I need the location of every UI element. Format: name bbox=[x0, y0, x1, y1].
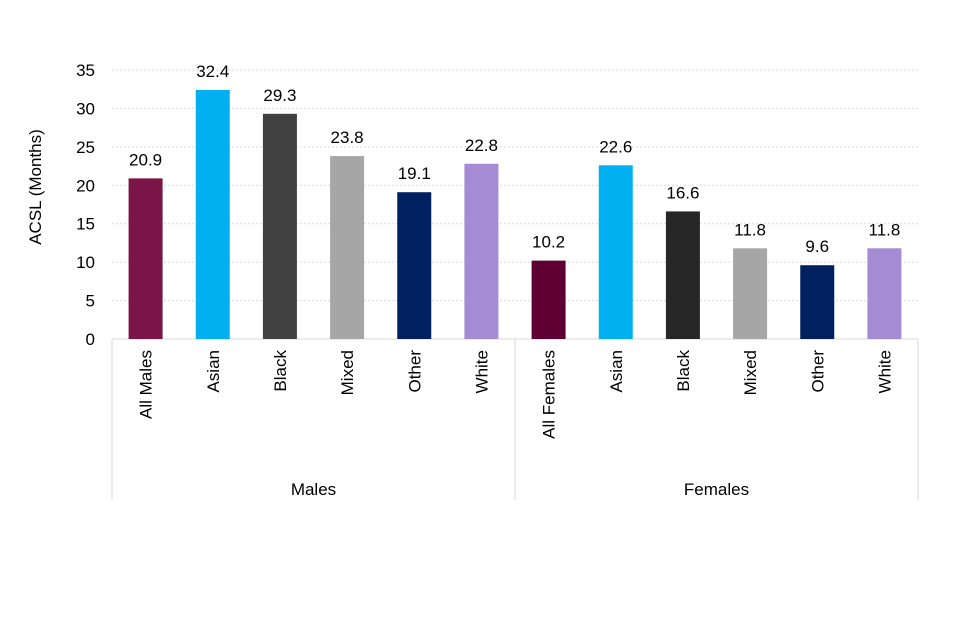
data-label: 16.6 bbox=[666, 183, 699, 202]
category-label: Black bbox=[271, 350, 290, 392]
category-label: Mixed bbox=[338, 350, 357, 395]
data-label: 20.9 bbox=[129, 150, 162, 169]
category-label: Mixed bbox=[741, 350, 760, 395]
data-label: 29.3 bbox=[263, 86, 296, 105]
group-label: Males bbox=[291, 480, 336, 499]
bar bbox=[464, 163, 499, 339]
bar bbox=[800, 265, 835, 339]
category-label: Black bbox=[674, 350, 693, 392]
y-tick-label: 35 bbox=[76, 61, 95, 80]
y-tick-label: 25 bbox=[76, 138, 95, 157]
y-tick-label: 10 bbox=[76, 253, 95, 272]
category-label: Asian bbox=[204, 350, 223, 393]
bar bbox=[598, 165, 633, 339]
y-tick-label: 30 bbox=[76, 99, 95, 118]
data-label: 11.8 bbox=[734, 220, 766, 239]
data-label: 32.4 bbox=[196, 62, 229, 81]
bar bbox=[262, 113, 297, 340]
category-label: All Females bbox=[540, 350, 559, 439]
data-label: 9.6 bbox=[805, 237, 829, 256]
data-label: 22.8 bbox=[465, 136, 498, 155]
bar bbox=[867, 248, 902, 339]
category-label: Other bbox=[808, 350, 827, 393]
data-label: 10.2 bbox=[532, 233, 565, 252]
bar bbox=[195, 89, 230, 340]
bar bbox=[733, 248, 768, 339]
data-label: 11.8 bbox=[869, 220, 901, 239]
category-label: Other bbox=[405, 350, 424, 393]
y-tick-label: 5 bbox=[86, 292, 95, 311]
data-label: 19.1 bbox=[398, 164, 431, 183]
data-label: 23.8 bbox=[331, 128, 364, 147]
category-label: White bbox=[875, 350, 894, 393]
data-label: 22.6 bbox=[599, 137, 632, 156]
bar bbox=[128, 178, 163, 339]
y-tick-label: 20 bbox=[76, 176, 95, 195]
category-label: Asian bbox=[607, 350, 626, 393]
y-axis-title: ACSL (Months) bbox=[26, 129, 45, 245]
bar bbox=[665, 211, 700, 339]
group-label: Females bbox=[684, 480, 749, 499]
y-tick-label: 15 bbox=[76, 215, 95, 234]
category-label: White bbox=[472, 350, 491, 393]
bar bbox=[330, 156, 365, 339]
bar bbox=[531, 260, 566, 339]
category-label: All Males bbox=[137, 350, 156, 419]
bar bbox=[397, 192, 432, 339]
y-tick-label: 0 bbox=[86, 330, 95, 349]
